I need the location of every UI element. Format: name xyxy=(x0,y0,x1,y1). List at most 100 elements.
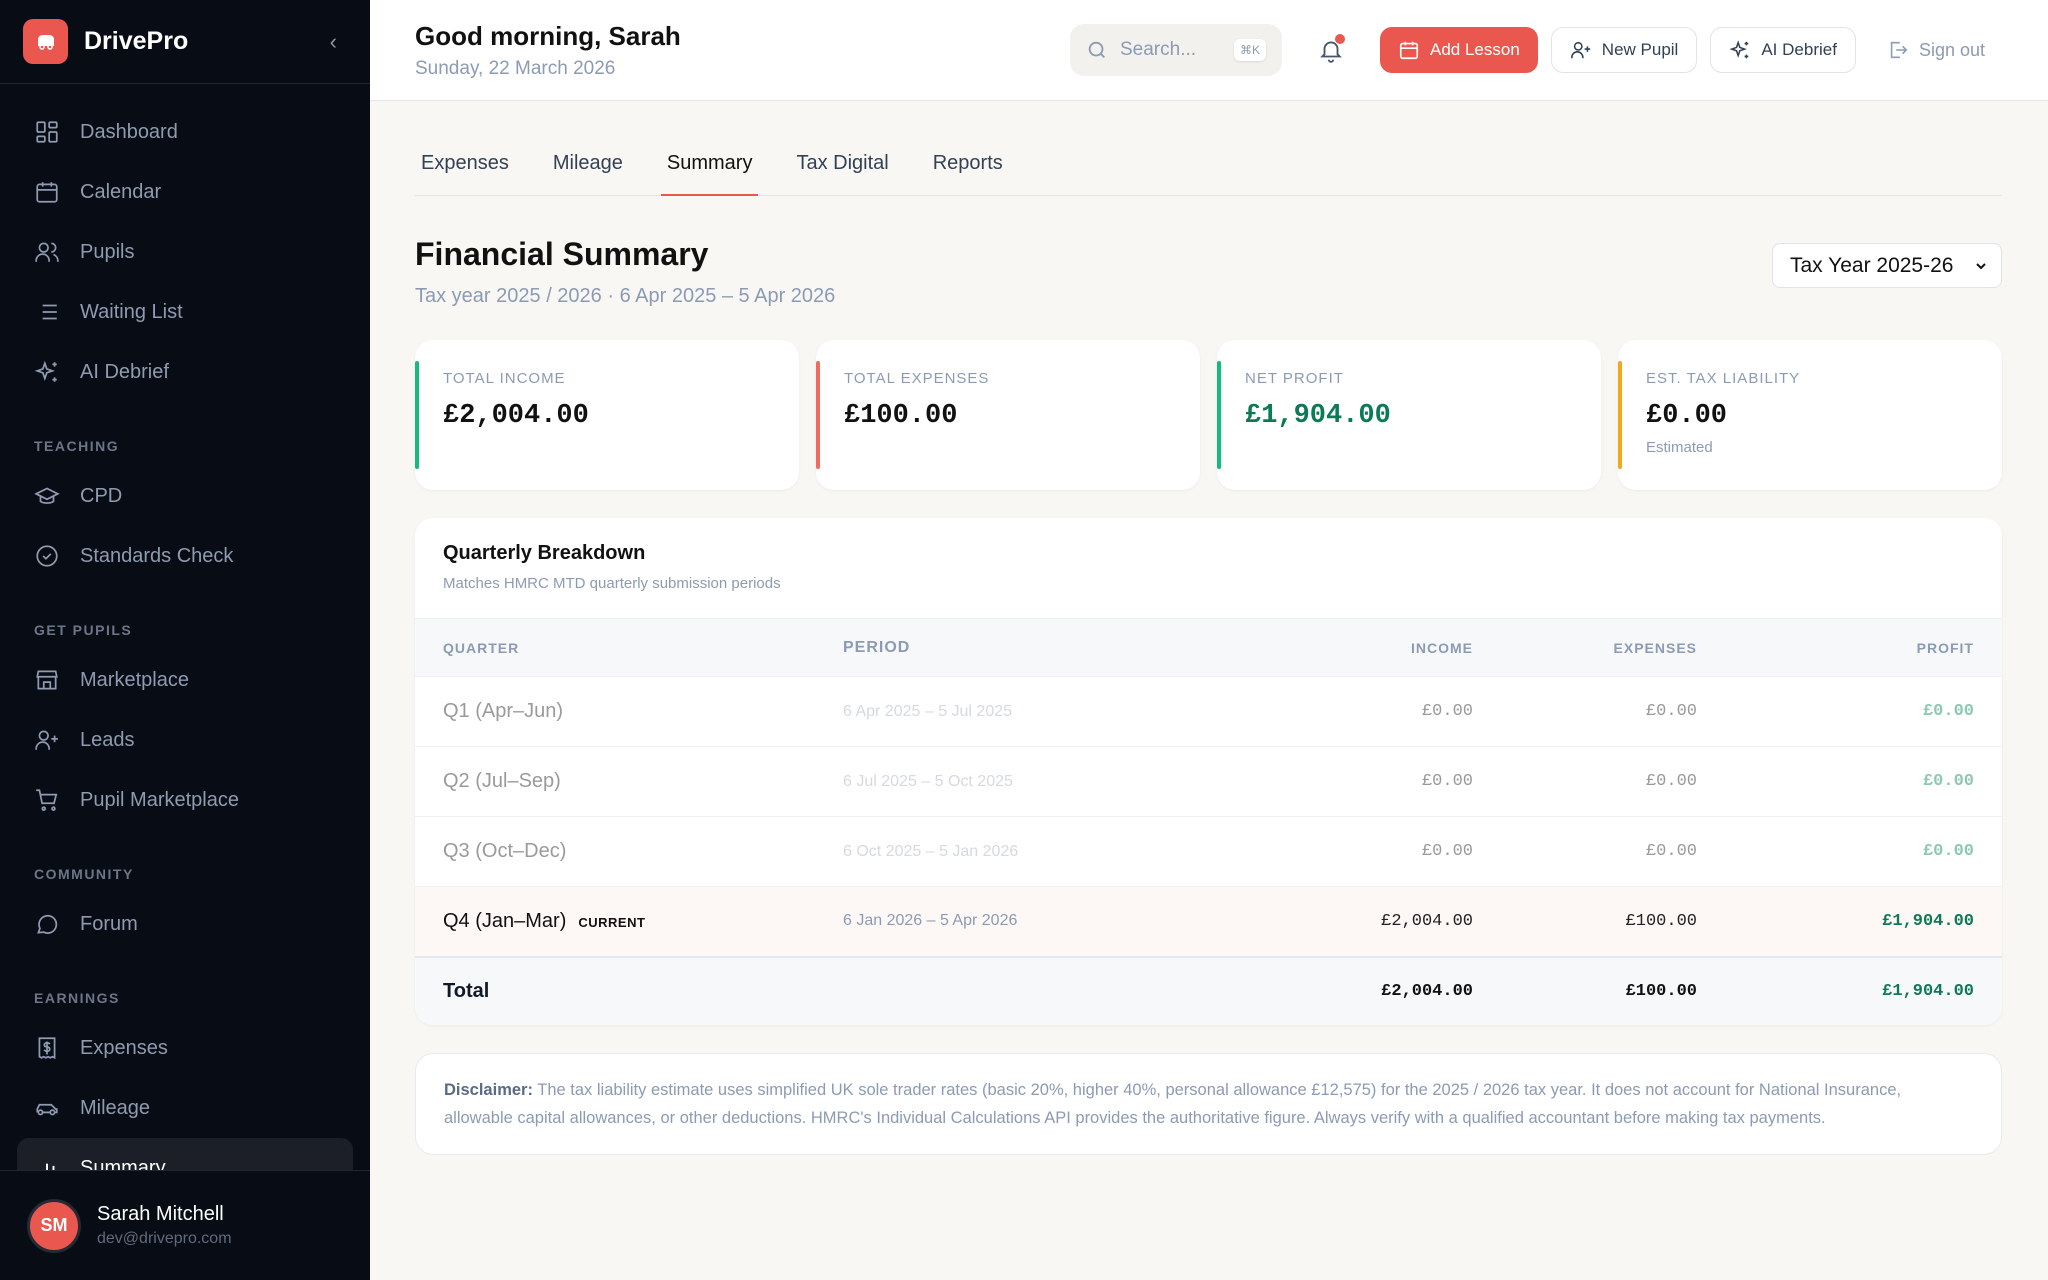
tax-year-select[interactable]: Tax Year 2025-26 xyxy=(1772,243,2002,288)
bar-chart-icon xyxy=(39,1163,55,1171)
search-shortcut: ⌘K xyxy=(1233,39,1266,61)
quarter-cell: Q3 (Oct–Dec) xyxy=(415,816,843,887)
tab-mileage[interactable]: Mileage xyxy=(552,152,623,174)
chevron-down-icon xyxy=(1976,262,1986,269)
card-label: TOTAL INCOME xyxy=(443,370,566,387)
receipt-icon xyxy=(38,1037,56,1060)
income-cell: £0.00 xyxy=(1218,816,1473,887)
users-icon xyxy=(35,242,59,262)
top-header: Good morning, Sarah Sunday, 22 March 202… xyxy=(370,0,2048,101)
sidebar-item-marketplace[interactable]: Marketplace xyxy=(0,650,370,710)
quarter-cell: Q4 (Jan–Mar) CURRENT xyxy=(415,886,843,957)
nav-section-get-pupils: GET PUPILS xyxy=(34,622,133,638)
summary-cards: TOTAL INCOME £2,004.00 TOTAL EXPENSES £1… xyxy=(415,340,2002,490)
card-accent-bar xyxy=(415,361,419,469)
quarterly-breakdown: Quarterly Breakdown Matches HMRC MTD qua… xyxy=(415,518,2002,1025)
total-profit: £1,904.00 xyxy=(1882,981,1974,1001)
add-lesson-button[interactable]: Add Lesson xyxy=(1380,27,1538,73)
user-profile[interactable]: SM Sarah Mitchell dev@drivepro.com xyxy=(0,1170,370,1280)
dashboard-icon xyxy=(36,121,58,143)
total-expenses: £100.00 xyxy=(1625,981,1697,1001)
ai-debrief-button[interactable]: AI Debrief xyxy=(1710,27,1856,73)
card-value: £2,004.00 xyxy=(443,401,589,431)
tab-summary[interactable]: Summary xyxy=(660,152,759,196)
greeting: Good morning, Sarah xyxy=(415,20,681,51)
graduation-cap-icon xyxy=(34,487,60,504)
profit-cell: £0.00 xyxy=(1697,676,2002,747)
tax-year-value: Tax Year 2025-26 xyxy=(1790,253,1954,277)
sidebar-item-calendar[interactable]: Calendar xyxy=(0,162,370,222)
sidebar-item-label: Calendar xyxy=(80,180,162,203)
new-pupil-button[interactable]: New Pupil xyxy=(1550,27,1698,73)
tab-expenses[interactable]: Expenses xyxy=(421,152,509,174)
cart-icon xyxy=(36,789,58,811)
tab-tax-digital[interactable]: Tax Digital xyxy=(796,152,889,174)
sidebar-item-expenses[interactable]: Expenses xyxy=(0,1018,370,1078)
expenses-cell: £100.00 xyxy=(1473,886,1697,957)
sidebar-item-pupils[interactable]: Pupils xyxy=(0,222,370,282)
sidebar-item-label: Mileage xyxy=(80,1096,151,1119)
sign-out-button[interactable]: Sign out xyxy=(1869,27,2003,73)
total-income: £2,004.00 xyxy=(1381,981,1473,1001)
sidebar-item-dashboard[interactable]: Dashboard xyxy=(0,102,370,162)
table-row: Q1 (Apr–Jun) 6 Apr 2025 – 5 Jul 2025 £0.… xyxy=(415,676,2002,747)
sign-out-label: Sign out xyxy=(1918,39,1985,60)
section-title: Quarterly Breakdown xyxy=(443,542,646,564)
ai-debrief-label: AI Debrief xyxy=(1761,40,1837,59)
current-date: Sunday, 22 March 2026 xyxy=(415,57,616,79)
user-plus-icon xyxy=(35,730,58,750)
nav-section-community: COMMUNITY xyxy=(34,866,134,882)
table-row-current: Q4 (Jan–Mar) CURRENT 6 Jan 2026 – 5 Apr 2… xyxy=(415,886,2002,957)
sidebar-item-summary[interactable]: Summary xyxy=(17,1138,353,1171)
sidebar-item-leads[interactable]: Leads xyxy=(0,710,370,770)
disclaimer-label: Disclaimer: xyxy=(444,1080,533,1099)
profit-cell: £0.00 xyxy=(1697,816,2002,887)
quarter-cell: Q2 (Jul–Sep) xyxy=(415,746,843,817)
card-label: TOTAL EXPENSES xyxy=(844,370,990,387)
card-note: Estimated xyxy=(1646,439,1713,456)
sidebar-item-waiting-list[interactable]: Waiting List xyxy=(0,282,370,342)
period-cell: 6 Oct 2025 – 5 Jan 2026 xyxy=(843,816,1218,887)
sidebar-item-label: Marketplace xyxy=(80,668,189,691)
section-subtitle: Matches HMRC MTD quarterly submission pe… xyxy=(443,575,781,592)
user-plus-icon xyxy=(1570,41,1590,59)
sidebar-item-standards-check[interactable]: Standards Check xyxy=(0,526,370,586)
sidebar-item-label: Summary xyxy=(80,1156,166,1172)
sidebar-item-pupil-marketplace[interactable]: Pupil Marketplace xyxy=(0,770,370,830)
card-label: NET PROFIT xyxy=(1245,370,1344,387)
period-cell: 6 Jul 2025 – 5 Oct 2025 xyxy=(843,746,1218,817)
sidebar-nav: Dashboard Calendar Pupils Waiting List A… xyxy=(0,84,370,1171)
sidebar-item-forum[interactable]: Forum xyxy=(0,894,370,954)
collapse-sidebar-chevron-icon[interactable]: ‹ xyxy=(329,28,337,54)
user-name: Sarah Mitchell xyxy=(97,1203,224,1225)
sidebar-nav-scroll[interactable]: Dashboard Calendar Pupils Waiting List A… xyxy=(0,84,370,1171)
income-cell: £0.00 xyxy=(1218,746,1473,817)
col-quarter: QUARTER xyxy=(415,618,843,677)
page-title: Financial Summary xyxy=(415,236,709,272)
tab-reports[interactable]: Reports xyxy=(932,152,1003,174)
sidebar-item-label: Expenses xyxy=(80,1036,168,1059)
page-subtitle: Tax year 2025 / 2026 · 6 Apr 2025 – 5 Ap… xyxy=(415,285,836,307)
sparkles-icon xyxy=(34,360,57,382)
sidebar-item-label: CPD xyxy=(80,484,123,507)
total-expenses-card: TOTAL EXPENSES £100.00 xyxy=(816,340,1200,490)
col-expenses: EXPENSES xyxy=(1473,618,1697,677)
col-income: INCOME xyxy=(1218,618,1473,677)
notifications-button[interactable] xyxy=(1309,28,1353,72)
total-label: Total xyxy=(443,979,490,1002)
sidebar-item-mileage[interactable]: Mileage xyxy=(0,1078,370,1138)
list-icon xyxy=(37,304,57,320)
sidebar-item-ai-debrief[interactable]: AI Debrief xyxy=(0,342,370,402)
est-tax-liability-card: EST. TAX LIABILITY £0.00 Estimated xyxy=(1618,340,2002,490)
user-email: dev@drivepro.com xyxy=(97,1230,232,1247)
sidebar-item-label: Standards Check xyxy=(80,544,234,567)
card-accent-bar xyxy=(1618,361,1622,469)
expenses-cell: £0.00 xyxy=(1473,676,1697,747)
card-value: £0.00 xyxy=(1646,401,1728,431)
profit-cell: £1,904.00 xyxy=(1697,886,2002,957)
search-input[interactable]: Search... ⌘K xyxy=(1070,24,1282,76)
search-placeholder: Search... xyxy=(1120,39,1197,60)
calendar-icon xyxy=(36,182,58,203)
sidebar-item-cpd[interactable]: CPD xyxy=(0,466,370,526)
sidebar-item-label: Forum xyxy=(80,912,138,935)
